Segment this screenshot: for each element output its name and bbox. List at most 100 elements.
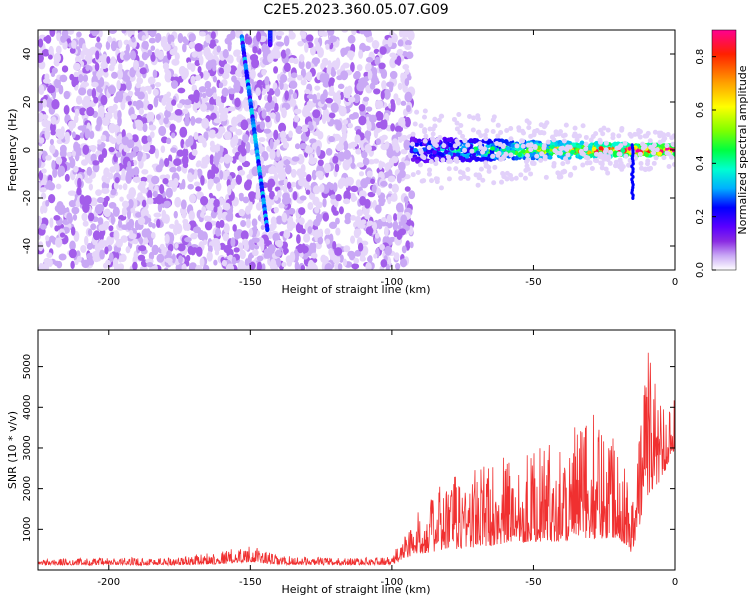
heatmap-cell (669, 135, 675, 141)
heatmap-cell (486, 168, 492, 174)
heatmap-cell (82, 43, 87, 52)
heatmap-cell (398, 228, 407, 236)
heatmap-cell (80, 50, 85, 60)
heatmap-cell (244, 258, 250, 266)
heatmap-cell (623, 153, 629, 159)
heatmap-cell (519, 138, 525, 144)
heatmap-cell (273, 195, 279, 201)
heatmap-cell (475, 182, 481, 188)
heatmap-cell (283, 62, 291, 73)
heatmap-cell (261, 263, 266, 270)
heatmap-cell (108, 252, 114, 263)
heatmap-cell (125, 246, 131, 254)
heatmap-cell (205, 60, 213, 71)
heatmap-cell (66, 151, 72, 158)
heatmap-cell (371, 76, 379, 86)
heatmap-cell (141, 199, 147, 208)
heatmap-cell (338, 151, 346, 162)
heatmap-cell (403, 196, 409, 203)
heatmap-cell (80, 159, 89, 166)
heatmap-cell (328, 221, 338, 230)
heatmap-cell (499, 179, 505, 185)
heatmap-cell (404, 44, 412, 50)
heatmap-cell (329, 35, 337, 43)
heatmap-cell (185, 138, 191, 148)
heatmap-cell (356, 162, 365, 168)
colorbar-tick-label: 0.6 (695, 102, 706, 118)
heatmap-cell (275, 41, 285, 47)
heatmap-cell (213, 259, 218, 266)
x-tick-label: -200 (97, 277, 120, 288)
heatmap-cell (409, 241, 414, 249)
heatmap-cell (605, 157, 611, 163)
heatmap-cell (67, 30, 75, 35)
heatmap-cell (334, 247, 343, 256)
heatmap-cell (329, 85, 335, 94)
heatmap-cell (441, 143, 447, 149)
heatmap-cell (275, 239, 284, 248)
heatmap-cell (169, 166, 177, 173)
heatmap-cell (343, 87, 352, 99)
heatmap-cell (110, 56, 117, 68)
heatmap-cell (151, 175, 160, 185)
heatmap-cell (98, 224, 106, 232)
heatmap-cell (209, 154, 215, 166)
heatmap-cell (133, 59, 140, 71)
heatmap-cell (410, 172, 416, 178)
heatmap-cell (315, 204, 321, 211)
heatmap-cell (258, 137, 266, 143)
heatmap-cell (389, 57, 397, 69)
heatmap-cell (321, 113, 327, 125)
heatmap-cell (583, 141, 589, 147)
heatmap-cell (108, 146, 115, 153)
heatmap-cell (350, 162, 356, 169)
heatmap-cell (166, 250, 172, 258)
heatmap-cell (394, 262, 401, 270)
heatmap-cell (286, 260, 293, 267)
heatmap-cell (477, 141, 483, 147)
heatmap-cell (69, 240, 76, 251)
heatmap-cell (107, 85, 117, 95)
heatmap-cell (67, 214, 73, 224)
heatmap-cell (88, 183, 94, 191)
x-tick-label: -50 (525, 277, 541, 288)
heatmap-cell (438, 113, 444, 119)
heatmap-cell (187, 183, 194, 190)
heatmap-cell (358, 190, 367, 199)
heatmap-cell (334, 163, 340, 173)
heatmap-cell (372, 221, 378, 231)
heatmap-cell (183, 99, 192, 106)
heatmap-cell (312, 157, 318, 164)
heatmap-cell (353, 257, 360, 264)
heatmap-cell (285, 48, 291, 56)
heatmap-cell (508, 152, 514, 158)
heatmap-cell (103, 262, 109, 269)
heatmap-cell (240, 76, 247, 88)
heatmap-cell (45, 235, 50, 242)
heatmap-cell (348, 50, 354, 61)
heatmap-cell (138, 236, 144, 245)
heatmap-cell (179, 183, 184, 190)
heatmap-cell (72, 214, 78, 221)
heatmap-cell (620, 148, 626, 153)
heatmap-cell (480, 177, 486, 183)
heatmap-cell (640, 141, 646, 147)
heatmap-cell (333, 92, 341, 103)
heatmap-cell (399, 258, 408, 268)
heatmap-cell (375, 138, 381, 146)
heatmap-cell (90, 153, 97, 163)
heatmap-cell (583, 134, 589, 140)
heatmap-cell (171, 99, 177, 106)
heatmap-cell (332, 254, 341, 264)
colorbar-tick-label: 0.2 (695, 209, 706, 225)
heatmap-cell (172, 177, 179, 188)
heatmap-cell (86, 106, 95, 117)
colorbar-label: Normalized spectral amplitude (736, 65, 749, 234)
heatmap-cell (322, 72, 330, 84)
heatmap-cell (180, 138, 185, 149)
heatmap-cell (141, 40, 149, 50)
heatmap-cell (113, 230, 120, 241)
heatmap-cell (137, 77, 144, 85)
heatmap-cell (404, 39, 412, 46)
heatmap-cell (275, 111, 281, 123)
